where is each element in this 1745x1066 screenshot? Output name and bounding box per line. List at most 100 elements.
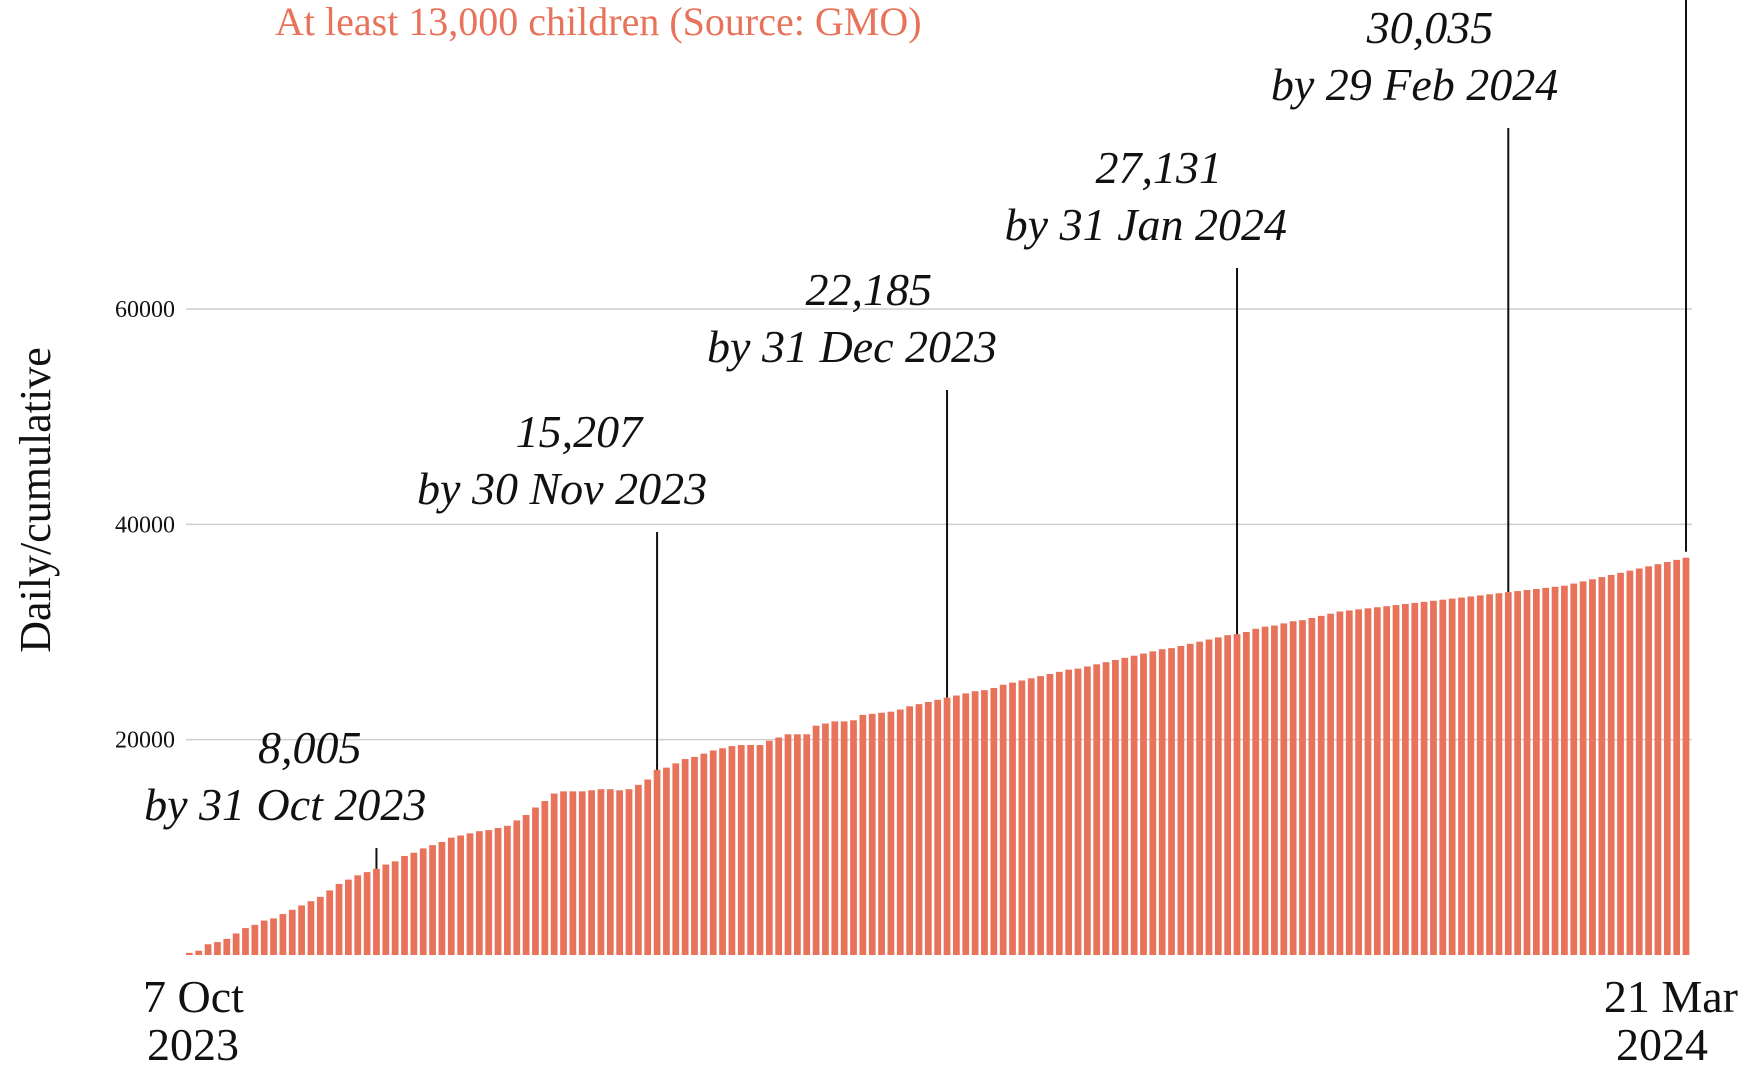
- bar: [1570, 583, 1578, 955]
- y-tick-label: 60000: [115, 297, 175, 323]
- bar: [1121, 657, 1129, 955]
- bar: [494, 827, 502, 955]
- bar: [550, 793, 558, 955]
- bar: [419, 848, 427, 955]
- bar: [316, 896, 324, 955]
- bar: [1392, 605, 1400, 955]
- bar: [597, 789, 605, 955]
- bar: [1467, 596, 1475, 955]
- bar: [1532, 588, 1540, 955]
- bar: [663, 767, 670, 955]
- bar: [1551, 586, 1559, 955]
- bar: [373, 868, 380, 955]
- bar: [1430, 600, 1437, 955]
- bar: [634, 784, 642, 955]
- bar: [1252, 628, 1260, 955]
- x-end-label-line2: 2024: [1616, 1019, 1708, 1066]
- bar: [1486, 594, 1493, 955]
- bar: [1458, 597, 1465, 955]
- annotation-date: by 30 Nov 2023: [417, 463, 707, 514]
- bar: [447, 837, 455, 955]
- annotations: by 31 Oct 2023 8,005 by 30 Nov 2023 15,207 b…: [144, 0, 1688, 869]
- bar: [1579, 581, 1587, 955]
- bar: [578, 791, 586, 955]
- bar: [270, 918, 277, 955]
- bar: [1635, 568, 1643, 955]
- bar: [1233, 634, 1241, 955]
- bar: [1495, 593, 1503, 955]
- bar: [335, 883, 343, 955]
- bar: [747, 745, 754, 955]
- bar: [990, 687, 998, 955]
- bar: [953, 695, 960, 955]
- bar: [1158, 649, 1166, 955]
- bar: [186, 952, 193, 955]
- annotation-date: by 31 Jan 2024: [1005, 199, 1287, 250]
- bar: [794, 734, 801, 955]
- bar: [232, 933, 240, 955]
- bar: [1009, 682, 1016, 955]
- bar: [999, 684, 1007, 955]
- bar: [391, 861, 399, 955]
- bar: [1589, 579, 1596, 955]
- bar: [971, 691, 979, 955]
- bars: [186, 557, 1690, 955]
- bar: [1093, 664, 1101, 955]
- bar: [1411, 602, 1419, 955]
- bar: [681, 759, 689, 955]
- bar: [522, 815, 530, 955]
- bar: [1196, 641, 1203, 955]
- bar: [737, 745, 745, 955]
- bar: [859, 714, 867, 955]
- bar: [1308, 618, 1316, 955]
- bar: [943, 697, 951, 955]
- bar: [1617, 572, 1624, 955]
- bar: [569, 791, 577, 955]
- bar: [765, 740, 773, 955]
- bar: [1626, 570, 1634, 955]
- bar: [251, 924, 259, 955]
- bar: [1280, 623, 1288, 955]
- bar: [878, 712, 885, 955]
- bar: [644, 779, 652, 955]
- y-tick-label: 40000: [115, 512, 175, 538]
- bar: [1336, 611, 1344, 955]
- bar: [1561, 585, 1568, 955]
- bar: [1317, 615, 1325, 955]
- bar: [1682, 557, 1690, 955]
- bar: [1205, 639, 1213, 955]
- bar: [541, 801, 549, 955]
- bar: [850, 720, 857, 955]
- y-axis-label: Daily/cumulative: [11, 347, 60, 652]
- bar: [298, 905, 305, 955]
- bar: [1663, 562, 1671, 955]
- bar: [1673, 559, 1681, 955]
- bar: [1383, 606, 1391, 955]
- bar: [812, 725, 820, 955]
- bar: [204, 944, 212, 955]
- bar: [1271, 625, 1278, 955]
- bar: [1607, 574, 1615, 955]
- bar: [962, 693, 970, 955]
- bar: [1177, 645, 1185, 955]
- y-tick-label: 20000: [115, 728, 175, 754]
- bar: [438, 841, 446, 955]
- x-start-label-line1: 7 Oct: [143, 971, 244, 1022]
- bar: [1476, 595, 1484, 955]
- bar: [1355, 609, 1362, 955]
- bar: [1130, 655, 1138, 955]
- bar: [1504, 592, 1512, 955]
- bar: [1037, 676, 1044, 955]
- bar: [1243, 632, 1250, 955]
- bar: [1018, 680, 1026, 955]
- bar: [906, 706, 913, 955]
- bar: [1654, 564, 1662, 955]
- bar: [223, 938, 231, 955]
- bar: [1102, 662, 1110, 955]
- bar: [653, 769, 661, 955]
- bar: [700, 753, 708, 955]
- x-end-label-line1: 21 Mar: [1604, 971, 1738, 1022]
- bar: [868, 713, 876, 955]
- bar: [1083, 666, 1091, 955]
